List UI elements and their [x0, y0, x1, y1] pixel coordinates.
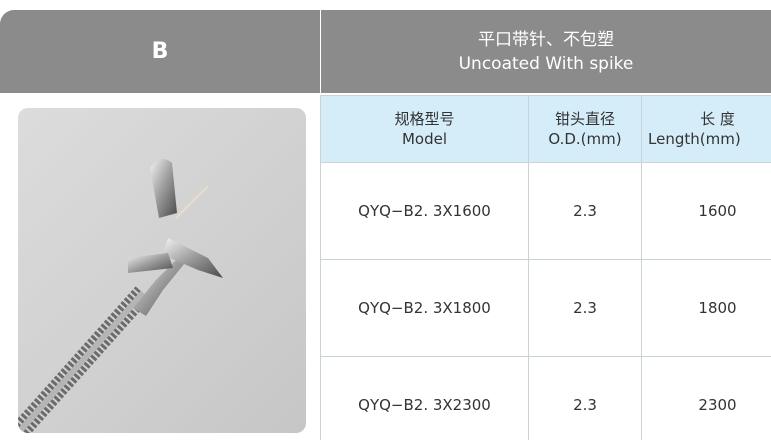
col-en: O.D.(mm) [548, 130, 622, 148]
cell: 2.3 [528, 259, 642, 357]
title-cn: 平口带针、不包塑 [478, 29, 614, 50]
column-header: 钳头直径 O.D.(mm) [528, 95, 642, 163]
product-photo [18, 108, 306, 433]
col-en: Length(mm) [648, 130, 741, 148]
cell: QYQ−B2. 3X2300 [320, 356, 529, 440]
header-label: B [0, 10, 320, 93]
jaw [150, 159, 177, 218]
cell: 1600 [641, 162, 771, 260]
row: QYQ−B2. 3X1800 2.3 1800 [320, 259, 771, 357]
column-header: 规格型号 Model [320, 95, 529, 163]
col-en: Model [401, 130, 448, 148]
cell: QYQ−B2. 3X1600 [320, 162, 529, 260]
row: QYQ−B2. 3X2300 2.3 2300 [320, 356, 771, 440]
spike [175, 185, 209, 219]
cell: 2.3 [528, 162, 642, 260]
cell: 2.3 [528, 356, 642, 440]
header-title: 平口带针、不包塑 Uncoated With spike [321, 10, 771, 93]
wing [128, 253, 173, 273]
spec-table: 规格型号 Model 钳头直径 O.D.(mm) 长 度 Length(mm) QYQ… [320, 95, 771, 440]
col-cn: 规格型号 [394, 110, 455, 128]
cell: QYQ−B2. 3X1800 [320, 259, 529, 357]
coil-highlight [18, 291, 146, 433]
cell: 1800 [641, 259, 771, 357]
col-cn: 钳头直径 [554, 110, 615, 128]
cell: 2300 [641, 356, 771, 440]
wing [163, 238, 223, 278]
shaft [133, 258, 184, 316]
column-header: 长 度 Length(mm) [641, 95, 771, 163]
col-cn: 长 度 [700, 110, 735, 128]
instrument-illustration [18, 159, 223, 433]
row: QYQ−B2. 3X1600 2.3 1600 [320, 162, 771, 260]
title-en: Uncoated With spike [458, 53, 634, 74]
header-row: 规格型号 Model 钳头直径 O.D.(mm) 长 度 Length(mm) [320, 95, 771, 163]
